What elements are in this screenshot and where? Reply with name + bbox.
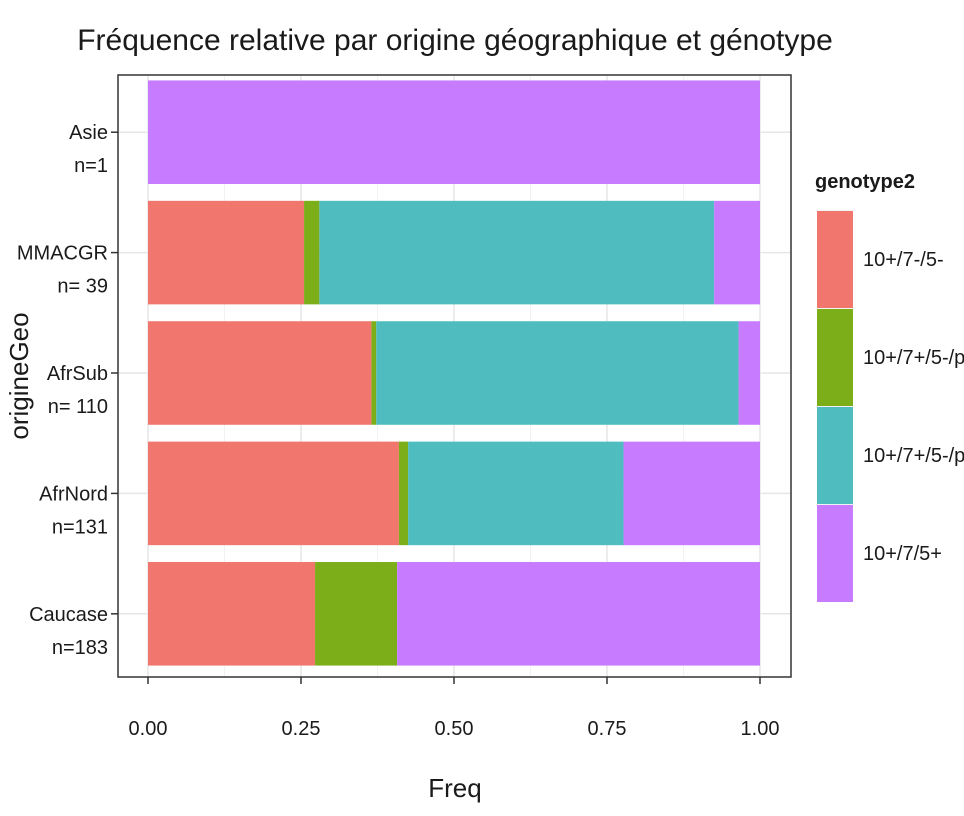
legend-label: 10+/7/5+ <box>863 543 942 565</box>
y-tick-label: Asie <box>69 122 108 144</box>
legend-swatch <box>817 407 853 504</box>
y-category-count: n= 110 <box>48 396 108 418</box>
bar-segment <box>315 562 398 666</box>
y-tick-label: Caucase <box>29 604 108 626</box>
bar-stacks <box>148 80 760 666</box>
y-category-count: n= 39 <box>57 276 108 298</box>
legend-label: 10+/7-/5- <box>863 249 944 271</box>
x-axis: 0.00 0.25 0.50 0.75 1.00 <box>129 677 780 740</box>
x-tick-label: 0.25 <box>282 718 321 740</box>
bar-segment <box>714 200 760 305</box>
bar-segment <box>319 200 715 305</box>
legend-swatch <box>817 505 853 602</box>
bar-segment <box>376 321 739 425</box>
bar-segment <box>371 321 377 425</box>
bar-segment <box>148 321 372 425</box>
bar-segment <box>148 441 399 546</box>
x-axis-title: Freq <box>428 773 481 803</box>
y-axis-title: origineGeo <box>4 312 34 439</box>
legend-label: 10+/7+/5-/psi- <box>863 347 964 369</box>
legend-label: 10+/7+/5-/psi+ <box>863 445 964 467</box>
bar-segment <box>148 200 305 305</box>
bar-segment <box>397 562 760 666</box>
legend: genotype2 10+/7-/5- 10+/7+/5-/psi- 10+/7+/… <box>815 171 964 602</box>
y-tick-label: AfrNord <box>39 483 108 505</box>
bar-segment <box>304 200 320 305</box>
bar-segment <box>408 441 624 546</box>
bar-segment <box>148 562 316 666</box>
bar-segment <box>623 441 760 546</box>
y-category-count: n=131 <box>52 516 108 538</box>
bar-segment <box>738 321 760 425</box>
y-tick-label: AfrSub <box>47 363 108 385</box>
y-category-count: n=1 <box>74 155 108 177</box>
legend-swatch <box>817 309 853 406</box>
x-tick-label: 0.75 <box>588 718 627 740</box>
y-tick-label: MMACGR <box>17 243 108 265</box>
bar-segment <box>148 80 760 184</box>
x-tick-label: 1.00 <box>741 718 780 740</box>
bar-segment <box>398 441 409 546</box>
legend-title: genotype2 <box>815 171 915 193</box>
x-tick-label: 0.00 <box>129 718 168 740</box>
y-axis: Asie n=1 MMACGR n= 39 AfrSub n= 110 AfrNord n=1… <box>17 122 118 659</box>
chart-title: Fréquence relative par origine géographi… <box>77 24 833 57</box>
x-tick-label: 0.50 <box>435 718 474 740</box>
y-category-count: n=183 <box>52 637 108 659</box>
legend-swatch <box>817 211 853 308</box>
